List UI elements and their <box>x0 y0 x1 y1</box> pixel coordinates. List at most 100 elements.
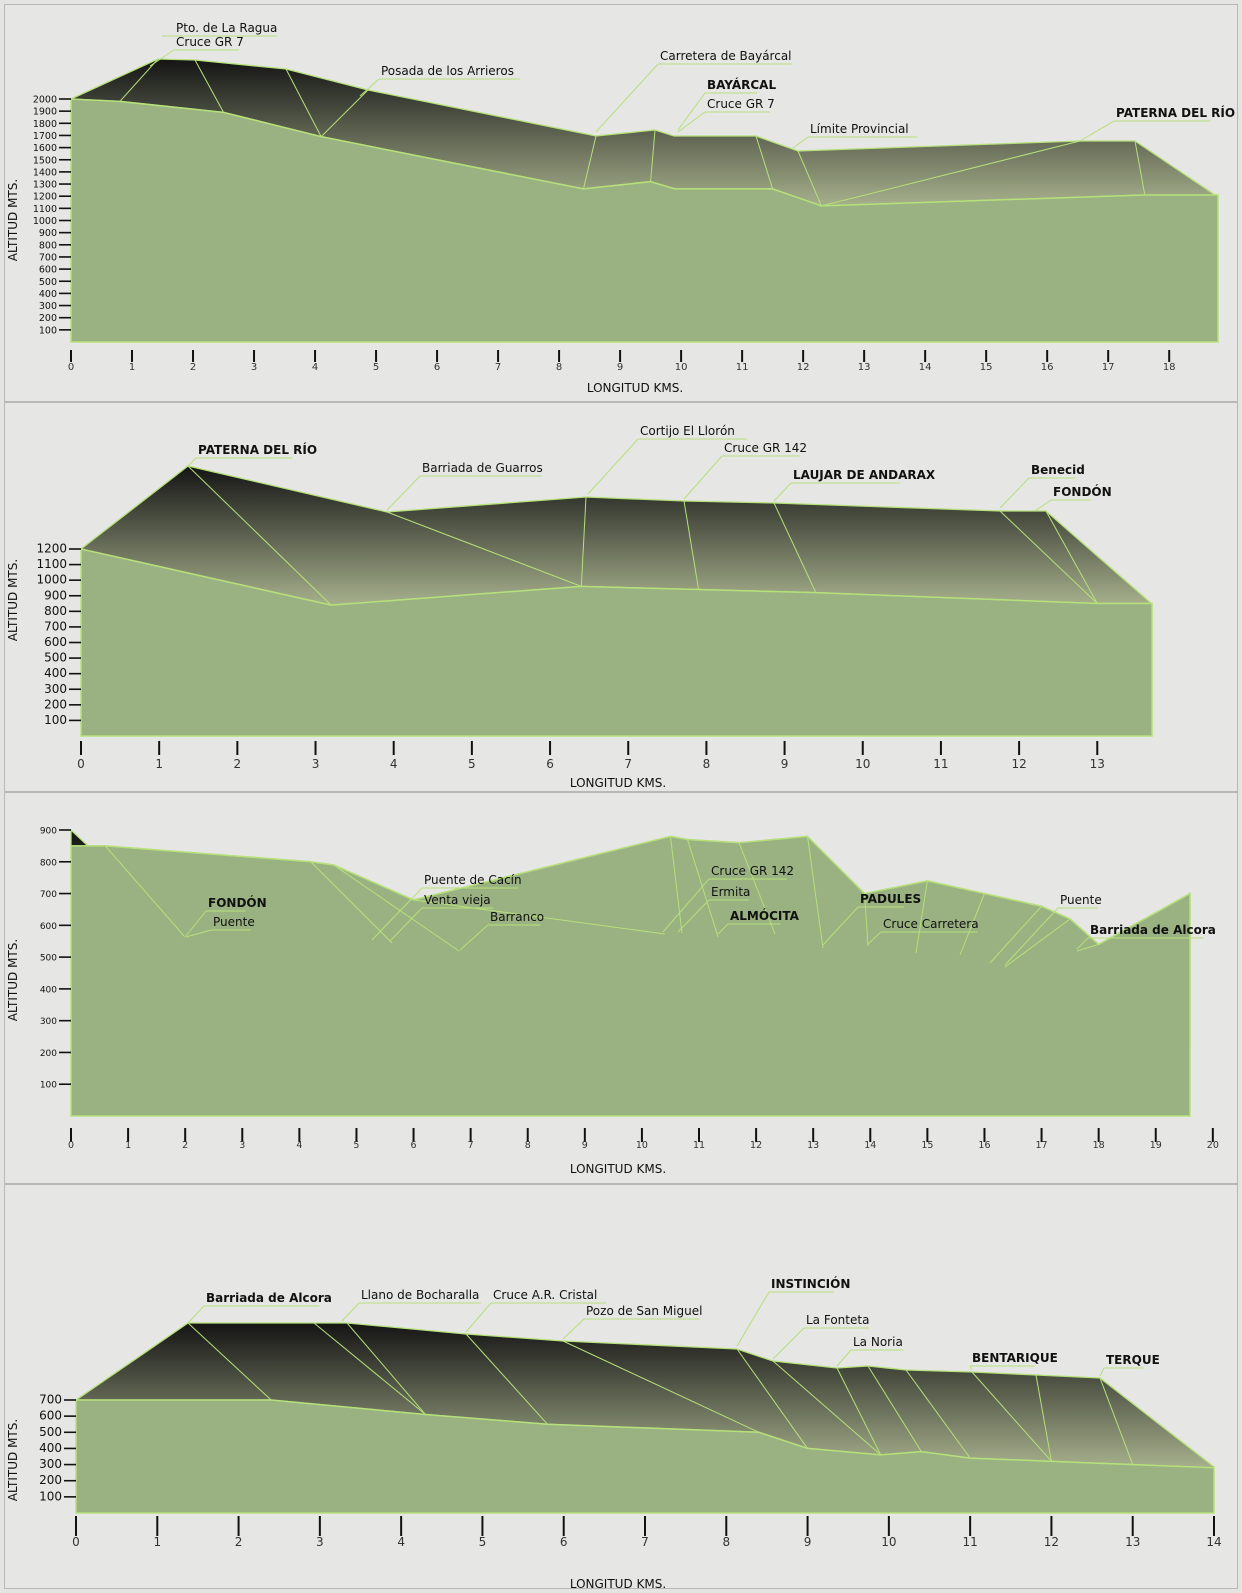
y-tick-label: 1400 <box>33 167 57 178</box>
annotation-leader <box>1076 937 1089 950</box>
x-tick-label: 8 <box>722 1535 730 1549</box>
y-tick-label: 900 <box>44 588 67 602</box>
x-tick-label: 12 <box>1044 1535 1059 1549</box>
x-tick-label: 4 <box>312 362 318 373</box>
profile-connector-line <box>738 842 776 935</box>
y-tick-label: 1100 <box>33 204 57 215</box>
profile-connector-line <box>1099 1377 1134 1465</box>
y-tick-label: 700 <box>39 252 57 263</box>
x-tick-label: 11 <box>693 1140 705 1151</box>
profile-connector-line <box>285 68 322 137</box>
annotation-leader <box>595 63 659 133</box>
x-tick-label: 14 <box>864 1140 876 1151</box>
profile-ground-area <box>80 548 1153 737</box>
place-label: Pto. de La Ragua <box>176 21 277 35</box>
x-tick-label: 4 <box>296 1140 302 1151</box>
x-tick-label: 2 <box>235 1535 243 1549</box>
annotation-leader <box>465 1302 492 1333</box>
y-tick-label: 300 <box>39 1457 62 1471</box>
x-tick-label: 10 <box>675 362 688 373</box>
place-label: BAYÁRCAL <box>707 77 776 92</box>
y-tick-label: 1900 <box>33 107 57 118</box>
x-tick-label: 15 <box>921 1140 933 1151</box>
y-tick-label: 500 <box>39 1425 62 1439</box>
x-tick-label: 18 <box>1163 362 1176 373</box>
x-tick-label: 1 <box>129 362 135 373</box>
x-tick-label: 6 <box>434 362 440 373</box>
annotation-leader <box>969 1365 973 1371</box>
x-tick-label: 14 <box>1206 1535 1221 1549</box>
y-tick-label: 600 <box>40 922 57 932</box>
y-tick-label: 600 <box>39 1409 62 1423</box>
y-tick-label: 400 <box>39 1441 62 1455</box>
x-tick-label: 4 <box>390 757 398 771</box>
annotation-leader <box>341 1302 360 1322</box>
profile-connector-line <box>867 1365 922 1452</box>
profile-connector-line <box>194 59 224 113</box>
place-label: Venta vieja <box>424 893 491 907</box>
annotation-leader <box>999 477 1030 509</box>
profile-connector-line <box>320 89 369 138</box>
annotation-leader <box>1004 907 1059 966</box>
place-label: TERQUE <box>1106 1353 1160 1367</box>
y-tick-label: 100 <box>39 1489 62 1503</box>
profile-connector-line <box>999 510 1098 604</box>
x-tick-label: 10 <box>636 1140 648 1151</box>
annotation-leader <box>185 910 207 937</box>
y-tick-label: 700 <box>44 619 67 633</box>
profile-connector-line <box>971 1371 1052 1462</box>
x-tick-label: 8 <box>525 1140 531 1151</box>
y-tick-label: 800 <box>39 240 57 251</box>
place-label: Cruce GR 7 <box>707 97 775 111</box>
profile-connector-line <box>905 1369 971 1459</box>
x-tick-label: 9 <box>804 1535 812 1549</box>
y-tick-label: 1800 <box>33 119 57 130</box>
profile-connector-line <box>736 1348 808 1449</box>
annotation-leader <box>717 923 729 935</box>
place-label: La Noria <box>853 1335 903 1349</box>
place-label: LAUJAR DE ANDARAX <box>793 468 936 482</box>
annotation-leader <box>386 475 421 511</box>
x-tick-label: 10 <box>855 757 870 771</box>
place-label: Cruce GR 142 <box>711 864 794 878</box>
place-label: Cruce GR 142 <box>724 441 807 455</box>
profile-connector-line <box>1076 943 1099 952</box>
annotation-leader <box>562 1318 585 1340</box>
y-tick-label: 1600 <box>33 143 57 154</box>
x-tick-label: 6 <box>560 1535 568 1549</box>
x-tick-label: 17 <box>1102 362 1115 373</box>
y-tick-label: 500 <box>39 277 57 288</box>
y-axis-label: ALTITUD MTS. <box>6 1419 20 1501</box>
y-tick-label: 1100 <box>36 557 67 571</box>
x-tick-label: 2 <box>190 362 196 373</box>
y-axis-label: ALTITUD MTS. <box>6 559 20 641</box>
x-tick-label: 11 <box>933 757 948 771</box>
y-axis-label: ALTITUD MTS. <box>6 939 20 1021</box>
place-label: Cortijo El Llorón <box>640 424 735 438</box>
x-tick-label: 3 <box>251 362 257 373</box>
annotation-leader <box>773 482 792 502</box>
x-tick-label: 5 <box>468 757 476 771</box>
x-tick-label: 3 <box>239 1140 245 1151</box>
x-tick-label: 1 <box>153 1535 161 1549</box>
x-tick-label: 19 <box>1150 1140 1162 1151</box>
profile-ground-area <box>75 1399 1215 1514</box>
x-tick-label: 11 <box>963 1535 978 1549</box>
place-label: PADULES <box>860 892 921 906</box>
place-label: Barriada de Guarros <box>422 461 543 475</box>
y-tick-label: 200 <box>40 1049 57 1059</box>
profile-connector-line <box>346 1322 426 1415</box>
y-tick-label: 1200 <box>33 192 57 203</box>
profile-connector-line <box>187 465 332 606</box>
place-label: PATERNA DEL RÍO <box>1116 105 1235 120</box>
x-tick-label: 13 <box>858 362 871 373</box>
y-tick-label: 900 <box>39 228 57 239</box>
y-tick-label: 200 <box>39 313 57 324</box>
x-tick-label: 5 <box>479 1535 487 1549</box>
y-tick-label: 1000 <box>33 216 57 227</box>
profile-connector-line <box>755 135 774 190</box>
x-tick-label: 0 <box>68 362 74 373</box>
